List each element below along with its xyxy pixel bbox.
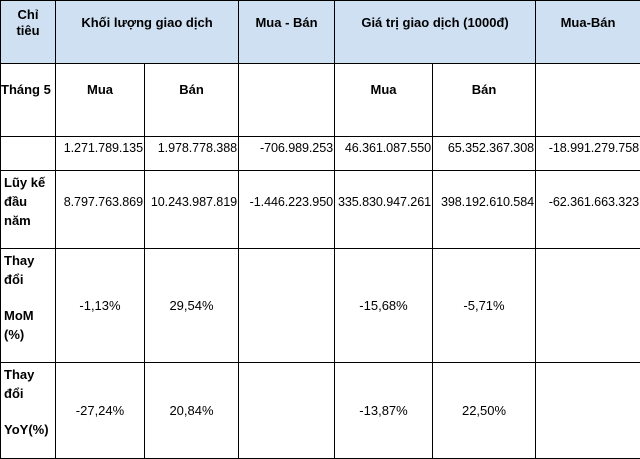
yoy-label-line1: Thay — [4, 367, 35, 382]
subheader-gt-ban: Bán — [432, 63, 537, 137]
luy-ke-label-line3: năm — [4, 213, 31, 228]
mom-gt-mua: -15,68% — [334, 248, 434, 363]
header-chi-tieu-line1: Chỉ — [17, 7, 39, 22]
yoy-kl-ban: 20,84% — [143, 362, 240, 459]
subheader-gt-mua-text: Mua — [370, 82, 397, 97]
header-khoi-luong-text: Khối lượng giao dịch — [81, 15, 213, 30]
thang5-gt-ban: 65.352.367.308 — [432, 136, 537, 171]
yoy-label: Thay đổi YoY(%) — [0, 362, 56, 459]
subheader-kl-mua: Mua — [55, 63, 145, 137]
subheader-gt-mua: Mua — [334, 63, 434, 137]
luy-ke-gt-diff: -62.361.663.323 — [535, 170, 640, 249]
mom-kl-mua: -1,13% — [55, 248, 145, 363]
subheader-kl-ban-text: Bán — [179, 82, 204, 97]
yoy-gt-diff-empty — [535, 362, 640, 459]
subheader-row: Tháng 5 Mua Bán Mua Bán — [0, 63, 640, 137]
subheader-thang5-text: Tháng 5 — [1, 82, 51, 97]
yoy-kl-diff-empty — [238, 362, 336, 459]
thang5-gt-diff: -18.991.279.758 — [535, 136, 640, 171]
mom-gt-diff-empty — [535, 248, 640, 363]
mom-gt-ban: -5,71% — [432, 248, 537, 363]
yoy-gt-ban: 22,50% — [432, 362, 537, 459]
subheader-gt-ban-text: Bán — [471, 82, 497, 97]
header-chi-tieu-line2: tiêu — [16, 23, 40, 38]
subheader-gt-diff-empty — [535, 63, 640, 137]
thang5-kl-diff: -706.989.253 — [238, 136, 336, 171]
yoy-label-line3: YoY(%) — [4, 422, 49, 437]
header-mua-ban-2: Mua-Bán — [535, 0, 640, 64]
header-mua-ban-1: Mua - Bán — [238, 0, 336, 64]
table-row-yoy: Thay đổi YoY(%) -27,24% 20,84% -13,87% 2… — [0, 362, 640, 459]
thang5-gt-mua: 46.361.087.550 — [334, 136, 434, 171]
header-chi-tieu: Chỉ tiêu — [0, 0, 56, 64]
table-row-thang5: 1.271.789.135 1.978.778.388 -706.989.253… — [0, 136, 640, 171]
mom-kl-diff-empty — [238, 248, 336, 363]
mom-kl-ban: 29,54% — [143, 248, 240, 363]
subheader-kl-mua-text: Mua — [87, 82, 113, 97]
table-row-luy-ke: Lũy kế đầu năm 8.797.763.869 10.243.987.… — [0, 170, 640, 249]
mom-label-line3: MoM — [4, 308, 34, 323]
subheader-kl-ban: Bán — [143, 63, 240, 137]
mom-label-line4: (%) — [4, 327, 25, 342]
header-mua-ban-1-text: Mua - Bán — [255, 15, 318, 30]
luy-ke-kl-diff: -1.446.223.950 — [238, 170, 336, 249]
thang5-kl-ban: 1.978.778.388 — [143, 136, 240, 171]
luy-ke-label: Lũy kế đầu năm — [0, 170, 56, 249]
luy-ke-gt-mua: 335.830.947.261 — [334, 170, 434, 249]
luy-ke-label-line2: đầu — [4, 194, 28, 209]
luy-ke-kl-mua: 8.797.763.869 — [55, 170, 145, 249]
header-mua-ban-2-text: Mua-Bán — [560, 15, 616, 30]
thang5-label-empty — [0, 136, 56, 171]
subheader-kl-diff-empty — [238, 63, 336, 137]
luy-ke-gt-ban: 398.192.610.584 — [432, 170, 537, 249]
mom-label-line1: Thay — [4, 253, 35, 268]
table-row-mom: Thay đổi MoM (%) -1,13% 29,54% -15,68% -… — [0, 248, 640, 363]
luy-ke-label-line1: Lũy kế — [4, 175, 46, 190]
yoy-label-line2: đổi — [4, 386, 24, 401]
yoy-gt-mua: -13,87% — [334, 362, 434, 459]
header-gia-tri-text: Giá trị giao dịch (1000đ) — [361, 15, 509, 30]
header-gia-tri: Giá trị giao dịch (1000đ) — [334, 0, 537, 64]
luy-ke-kl-ban: 10.243.987.819 — [143, 170, 240, 249]
mom-label: Thay đổi MoM (%) — [0, 248, 56, 363]
mom-label-line2: đổi — [4, 272, 24, 287]
yoy-kl-mua: -27,24% — [55, 362, 145, 459]
thang5-kl-mua: 1.271.789.135 — [55, 136, 145, 171]
subheader-thang5: Tháng 5 — [0, 63, 56, 137]
header-khoi-luong: Khối lượng giao dịch — [54, 0, 240, 64]
header-row: Chỉ tiêu Khối lượng giao dịch Mua - Bán … — [0, 0, 640, 64]
